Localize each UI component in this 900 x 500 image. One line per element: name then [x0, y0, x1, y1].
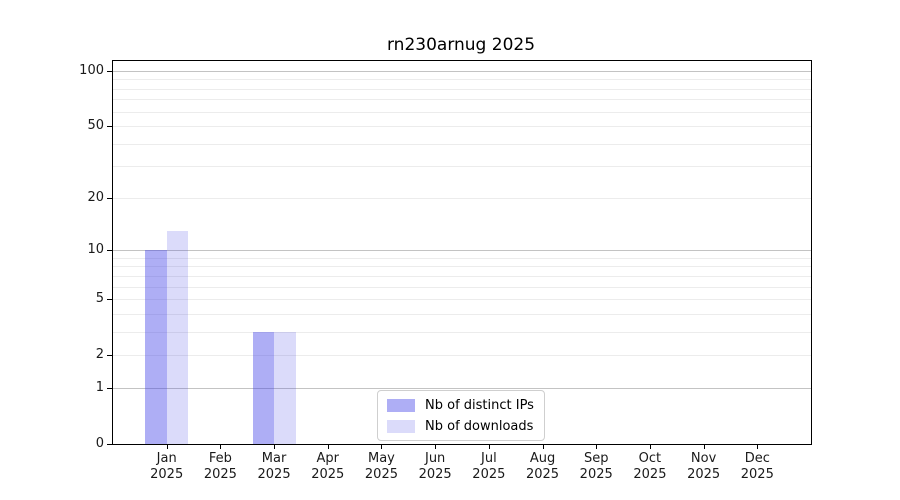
bar-distinct-ips-mar	[252, 331, 275, 444]
x-tick-label-dec: Dec 2025	[725, 451, 789, 483]
x-label-year: 2025	[418, 467, 452, 482]
gridline-y-1	[113, 387, 811, 389]
x-label-month: Dec	[744, 451, 770, 466]
y-tick-5	[107, 299, 112, 301]
chart-legend: Nb of distinct IPs Nb of downloads	[377, 390, 545, 441]
x-tick-jun	[435, 445, 437, 449]
x-tick-oct	[649, 445, 651, 449]
plot-area	[112, 60, 812, 445]
x-tick-may	[381, 445, 383, 449]
x-label-year: 2025	[472, 467, 506, 482]
gridline-y-60	[113, 111, 811, 113]
x-tick-apr	[327, 445, 329, 449]
x-label-year: 2025	[633, 467, 667, 482]
bar-distinct-ips-jan	[145, 250, 167, 444]
x-label-year: 2025	[579, 467, 613, 482]
legend-item-distinct-ips: Nb of distinct IPs	[387, 397, 534, 413]
chart-title: rn230arnug 2025	[386, 35, 536, 55]
gridline-y-40	[113, 143, 811, 145]
x-label-year: 2025	[687, 467, 721, 482]
x-tick-label-apr: Apr 2025	[296, 451, 360, 483]
gridline-y-8	[113, 266, 811, 268]
x-tick-mar	[274, 445, 276, 449]
x-label-month: May	[368, 451, 395, 466]
x-label-month: Oct	[638, 451, 662, 466]
x-label-month: Nov	[690, 451, 717, 466]
x-tick-label-sep: Sep 2025	[564, 451, 628, 483]
y-tick-0	[107, 444, 112, 445]
gridline-y-100	[113, 70, 811, 72]
x-tick-label-oct: Oct 2025	[618, 451, 682, 483]
y-tick-10	[107, 250, 112, 252]
x-label-year: 2025	[311, 467, 345, 482]
bar-downloads-jan	[166, 230, 189, 444]
x-tick-label-feb: Feb 2025	[188, 451, 252, 483]
x-tick-label-aug: Aug 2025	[511, 451, 575, 483]
x-label-month: Jul	[481, 451, 497, 466]
x-label-year: 2025	[525, 467, 560, 482]
gridline-y-7	[113, 275, 811, 277]
legend-label-downloads: Nb of downloads	[425, 418, 534, 434]
x-label-month: Jun	[424, 451, 446, 466]
legend-swatch-downloads	[387, 419, 415, 433]
x-label-month: Mar	[261, 451, 287, 466]
x-tick-jan	[166, 445, 168, 449]
gridline-y-90	[113, 79, 811, 81]
x-label-year: 2025	[257, 467, 291, 482]
gridline-y-30	[113, 166, 811, 168]
y-tick-100	[107, 70, 112, 72]
x-label-month: Feb	[208, 451, 232, 466]
gridline-y-6	[113, 286, 811, 288]
x-label-year: 2025	[740, 467, 774, 482]
gridline-y-4	[113, 313, 811, 315]
gridline-y-2	[113, 355, 811, 357]
gridline-y-50	[113, 126, 811, 128]
x-label-month: Aug	[529, 451, 556, 466]
y-tick-label-100: 100	[79, 62, 104, 78]
y-tick-label-5: 5	[95, 291, 104, 307]
y-tick-50	[107, 126, 112, 128]
x-label-month: Jan	[156, 451, 177, 466]
x-tick-jul	[488, 445, 490, 449]
gridline-y-5	[113, 299, 811, 301]
gridline-y-3	[113, 331, 811, 333]
x-label-year: 2025	[364, 467, 398, 482]
x-label-year: 2025	[203, 467, 237, 482]
x-label-month: Apr	[316, 451, 340, 466]
y-tick-label-2: 2	[95, 347, 104, 363]
x-tick-label-jun: Jun 2025	[403, 451, 467, 483]
x-tick-feb	[220, 445, 222, 449]
x-label-year: 2025	[150, 467, 184, 482]
x-tick-aug	[542, 445, 544, 449]
x-tick-label-jan: Jan 2025	[135, 451, 199, 483]
legend-item-downloads: Nb of downloads	[387, 418, 534, 434]
x-tick-label-may: May 2025	[349, 451, 413, 483]
y-tick-label-20: 20	[87, 189, 104, 205]
y-tick-label-50: 50	[87, 118, 104, 134]
legend-label-distinct-ips: Nb of distinct IPs	[425, 397, 534, 413]
y-tick-1	[107, 387, 112, 389]
y-tick-label-10: 10	[87, 242, 104, 258]
gridline-y-80	[113, 88, 811, 90]
x-tick-label-nov: Nov 2025	[672, 451, 736, 483]
y-tick-label-0: 0	[95, 436, 104, 451]
x-tick-label-mar: Mar 2025	[242, 451, 306, 483]
x-label-month: Sep	[583, 451, 609, 466]
x-tick-dec	[757, 445, 759, 449]
gridline-y-20	[113, 197, 811, 199]
x-tick-nov	[703, 445, 705, 449]
y-tick-label-1: 1	[95, 379, 104, 395]
y-tick-20	[107, 197, 112, 199]
gridline-y-70	[113, 99, 811, 101]
x-tick-label-jul: Jul 2025	[457, 451, 521, 483]
bar-downloads-mar	[274, 331, 296, 444]
gridline-y-10	[113, 250, 811, 252]
y-tick-2	[107, 355, 112, 357]
gridline-y-9	[113, 257, 811, 259]
legend-swatch-distinct-ips	[387, 398, 415, 412]
x-tick-sep	[596, 445, 598, 449]
